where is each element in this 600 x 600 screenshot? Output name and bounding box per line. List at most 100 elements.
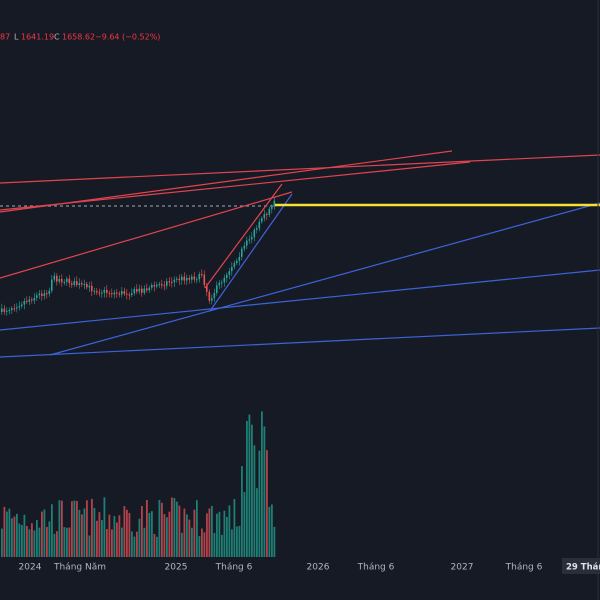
- candle: [131, 293, 133, 296]
- volume-bar: [21, 525, 23, 557]
- candle: [3, 308, 6, 312]
- volume-bar: [8, 508, 11, 557]
- volume-bar: [58, 500, 61, 557]
- volume-bar: [33, 530, 36, 557]
- volume-bar: [18, 523, 21, 557]
- candle: [188, 277, 191, 280]
- candle: [236, 260, 238, 264]
- volume-bar: [196, 500, 198, 557]
- candle: [46, 293, 48, 295]
- candle: [223, 277, 226, 283]
- time-label: 2026: [307, 563, 330, 573]
- volume-bar: [98, 512, 101, 557]
- candle: [213, 292, 216, 299]
- volume-bar: [223, 510, 226, 557]
- volume-bar: [261, 411, 263, 557]
- candle: [191, 276, 193, 280]
- volume-bar: [146, 499, 148, 557]
- volume-bar: [118, 515, 121, 557]
- candle: [113, 292, 116, 295]
- trend-line: [0, 161, 471, 211]
- volume-bar: [28, 529, 31, 557]
- trend-line: [0, 269, 600, 331]
- volume-bar: [143, 527, 146, 557]
- candle: [1, 308, 3, 312]
- volume-bar: [156, 536, 158, 557]
- drawings: [0, 150, 600, 358]
- volume-bar: [103, 497, 106, 557]
- volume-bar: [128, 512, 131, 557]
- volume-bar: [91, 498, 93, 557]
- candle: [241, 248, 243, 257]
- candle: [83, 283, 86, 285]
- candle: [141, 288, 143, 293]
- volume-bar: [216, 513, 218, 557]
- volume-bar: [86, 500, 88, 557]
- candle: [66, 278, 68, 283]
- candle: [243, 245, 246, 249]
- candle: [206, 284, 208, 292]
- candle: [268, 208, 271, 215]
- candle: [198, 274, 201, 280]
- candle: [163, 285, 166, 287]
- volume-bar: [158, 500, 161, 557]
- candle: [106, 289, 108, 293]
- volume-bar: [268, 506, 271, 557]
- volume-bar: [138, 518, 141, 557]
- volume-bar: [108, 514, 111, 557]
- volume-bar: [131, 531, 133, 557]
- candle: [146, 288, 148, 291]
- candle: [231, 266, 233, 272]
- volume-bar: [81, 514, 83, 557]
- volume-bar: [201, 528, 203, 557]
- volume-bar: [123, 506, 126, 557]
- volume-bar: [153, 533, 156, 557]
- volume-bar: [31, 523, 33, 557]
- volume-bar: [226, 516, 228, 557]
- candle: [93, 291, 96, 293]
- volume-bar: [76, 500, 78, 557]
- candle: [13, 308, 16, 310]
- volume-bar: [198, 536, 201, 557]
- volume-bar: [253, 445, 256, 557]
- volume-bar: [78, 509, 81, 557]
- change: −9.64 (−0.52%): [95, 33, 160, 42]
- volume-bar: [63, 527, 66, 557]
- volume-bar: [46, 526, 48, 557]
- volume-bar: [233, 499, 236, 557]
- volume-bar: [26, 526, 28, 557]
- trend-line: [0, 154, 600, 184]
- candle: [158, 284, 161, 286]
- candle: [78, 283, 81, 286]
- candle: [96, 291, 98, 293]
- time-label: 2024: [19, 563, 42, 573]
- candle: [63, 282, 66, 284]
- volume-bar: [176, 501, 178, 557]
- volume-bar: [203, 532, 206, 557]
- volume-bar: [178, 505, 181, 557]
- candle: [238, 256, 241, 261]
- candle: [33, 297, 36, 301]
- candle: [88, 285, 91, 288]
- candle: [148, 287, 151, 291]
- volume-bar: [266, 450, 268, 557]
- candle: [266, 214, 268, 216]
- volume-bar: [246, 420, 248, 557]
- volume-bar: [61, 500, 63, 557]
- candle: [43, 293, 46, 296]
- candle: [273, 200, 276, 208]
- volume-bar: [248, 414, 251, 557]
- candle: [73, 281, 76, 285]
- candle: [58, 278, 61, 282]
- candle: [31, 299, 33, 301]
- volume-bar: [106, 529, 108, 557]
- candle: [111, 293, 113, 295]
- volume-bar: [96, 520, 98, 557]
- candle: [173, 279, 176, 283]
- candle: [136, 288, 138, 292]
- candle: [161, 284, 163, 286]
- candle: [21, 304, 23, 307]
- volume-bar: [3, 506, 6, 557]
- candle: [23, 300, 26, 305]
- candle: [116, 292, 118, 294]
